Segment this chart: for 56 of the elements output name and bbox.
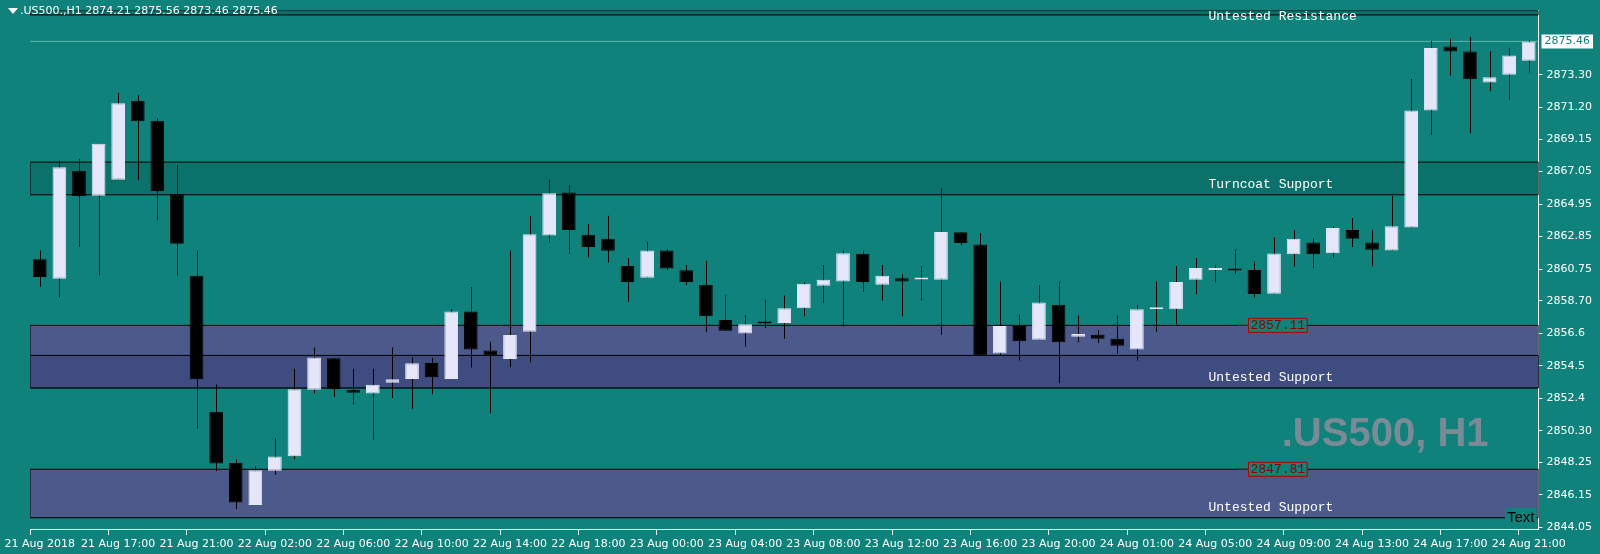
candlestick	[875, 264, 890, 302]
x-tick-label: 24 Aug 13:00	[1334, 537, 1410, 551]
x-tick-label: 22 Aug 14:00	[472, 537, 548, 551]
x-tick-label: 23 Aug 04:00	[707, 537, 783, 551]
y-tick-label: 2867.05	[1546, 164, 1593, 178]
candlestick	[1247, 261, 1262, 299]
ref-line-label: 2875.46	[1544, 34, 1591, 48]
x-tick-label: 24 Aug 01:00	[1099, 537, 1174, 551]
x-tick-label: 21 Aug 21:00	[159, 537, 234, 551]
x-tick-label: 24 Aug 05:00	[1178, 537, 1253, 551]
annotation: 2847.81	[1250, 461, 1306, 477]
candlestick	[1365, 229, 1379, 267]
candlestick	[796, 281, 811, 317]
y-tick-label: 2852.4	[1546, 391, 1586, 405]
x-tick-label: 23 Aug 12:00	[864, 537, 939, 551]
band-label: Untested Support	[1208, 370, 1334, 386]
y-tick-label: 2844.05	[1546, 520, 1593, 534]
x-tick-label: 24 Aug 09:00	[1256, 537, 1331, 551]
candlestick	[1482, 50, 1497, 92]
band-label: Turncoat Support	[1208, 177, 1334, 193]
y-tick-label: 2862.85	[1546, 229, 1593, 243]
y-tick-label: 2873.30	[1546, 67, 1593, 81]
x-tick-label: 22 Aug 06:00	[316, 537, 391, 551]
y-tick-label: 2871.20	[1546, 100, 1593, 114]
y-tick-label: 2864.95	[1546, 196, 1593, 210]
y-tick-label: 2848.25	[1546, 455, 1593, 469]
x-tick-label: 24 Aug 17:00	[1413, 537, 1488, 551]
y-tick-label: 2869.15	[1546, 131, 1593, 145]
x-tick-label: 21 Aug 2018	[4, 537, 76, 551]
candlestick	[894, 273, 909, 317]
candlestick	[1325, 225, 1340, 259]
y-tick-label: 2860.75	[1546, 261, 1593, 275]
x-tick-label: 21 Aug 17:00	[81, 537, 156, 551]
annotation: 2857.11	[1250, 317, 1306, 333]
x-tick-label: 23 Aug 00:00	[629, 537, 704, 551]
x-tick-label: 24 Aug 21:00	[1491, 537, 1566, 551]
x-tick-label: 22 Aug 18:00	[551, 537, 626, 551]
band-label: Untested Support	[1208, 500, 1334, 516]
x-tick-label: 22 Aug 10:00	[394, 537, 469, 551]
candlestick	[1345, 217, 1360, 248]
band-label: Untested Resistance	[1208, 9, 1357, 25]
x-tick-label: 22 Aug 02:00	[237, 537, 312, 551]
candlestick	[1188, 257, 1203, 295]
y-tick-label: 2854.5	[1546, 358, 1586, 372]
x-tick-label: 23 Aug 20:00	[1021, 537, 1096, 551]
y-tick-label: 2846.15	[1546, 487, 1593, 501]
x-tick-label: 23 Aug 16:00	[943, 537, 1018, 551]
x-tick-label: 23 Aug 08:00	[786, 537, 861, 551]
annotation: .US500, H1	[1281, 409, 1489, 454]
y-tick-label: 2856.6	[1546, 326, 1586, 340]
candlestick	[816, 264, 831, 304]
annotation: Text	[1507, 508, 1536, 526]
y-tick-label: 2850.30	[1546, 423, 1593, 437]
chart-title: .US500.,H1 2874.21 2875.56 2873.46 2875.46	[20, 3, 278, 17]
candlestick	[1443, 37, 1458, 77]
y-tick-label: 2858.70	[1546, 293, 1593, 307]
